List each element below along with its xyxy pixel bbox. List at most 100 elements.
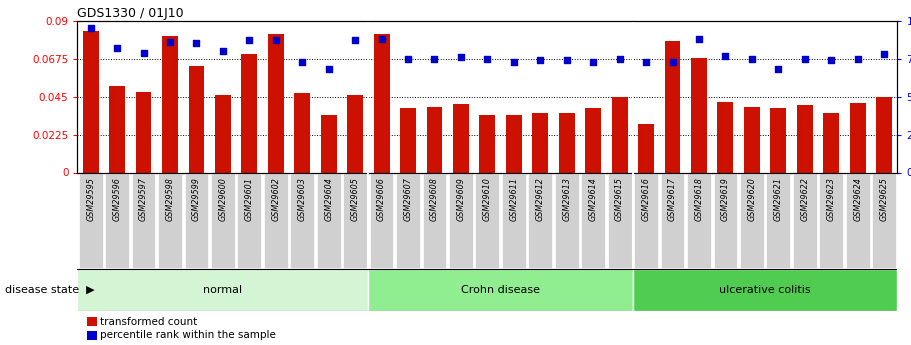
Point [84,26,98,31]
FancyBboxPatch shape [317,174,341,268]
Bar [771,108,786,172]
Bar [374,34,390,172]
Text: GSM29616: GSM29616 [641,177,650,221]
Bar [347,95,363,172]
FancyBboxPatch shape [449,174,473,268]
Text: GSM29611: GSM29611 [509,177,518,221]
Text: GSM29621: GSM29621 [773,177,783,221]
FancyBboxPatch shape [238,174,261,268]
Point [850,56,865,61]
Point [269,38,283,43]
Bar [691,58,707,172]
Text: disease state  ▶: disease state ▶ [5,285,94,295]
Bar [453,104,469,172]
Text: GSM29603: GSM29603 [298,177,307,221]
Bar [532,114,548,172]
Point [348,38,363,43]
Text: GSM29619: GSM29619 [721,177,730,221]
FancyBboxPatch shape [132,174,156,268]
Bar [162,36,178,172]
Bar [400,108,416,172]
FancyBboxPatch shape [660,174,684,268]
FancyBboxPatch shape [845,174,870,268]
Text: GSM29617: GSM29617 [668,177,677,221]
Text: ulcerative colitis: ulcerative colitis [720,285,811,295]
Bar [585,108,601,172]
Bar [189,66,204,172]
Point [189,41,204,46]
Point [401,56,415,61]
Point [691,36,706,42]
FancyBboxPatch shape [343,174,367,268]
FancyBboxPatch shape [872,174,896,268]
FancyBboxPatch shape [766,174,790,268]
Bar [506,115,522,172]
FancyBboxPatch shape [159,174,182,268]
FancyBboxPatch shape [633,269,897,310]
Text: percentile rank within the sample: percentile rank within the sample [100,331,276,340]
Bar [744,107,760,172]
FancyBboxPatch shape [819,174,843,268]
FancyBboxPatch shape [634,174,658,268]
Point [586,59,600,65]
Text: GSM29604: GSM29604 [324,177,333,221]
Point [824,57,838,63]
Bar [718,102,733,172]
Text: GSM29613: GSM29613 [562,177,571,221]
Text: GSM29599: GSM29599 [192,177,201,221]
Bar [479,115,496,172]
Text: GSM29605: GSM29605 [351,177,360,221]
Text: GSM29624: GSM29624 [854,177,862,221]
Bar [665,41,681,172]
Point [137,50,151,55]
Point [507,59,521,65]
Point [163,39,178,45]
Point [295,59,310,65]
FancyBboxPatch shape [291,174,314,268]
Point [454,55,468,60]
FancyBboxPatch shape [211,174,235,268]
Text: GSM29597: GSM29597 [139,177,148,221]
Bar [876,97,892,172]
Bar [850,102,865,172]
Text: Crohn disease: Crohn disease [461,285,540,295]
Text: GSM29620: GSM29620 [747,177,756,221]
Point [216,48,230,54]
FancyBboxPatch shape [77,269,368,310]
Text: normal: normal [203,285,242,295]
Text: GSM29598: GSM29598 [166,177,175,221]
Point [876,51,891,57]
Point [110,45,125,51]
Text: GSM29601: GSM29601 [245,177,254,221]
Text: GSM29600: GSM29600 [219,177,228,221]
Point [665,59,680,65]
FancyBboxPatch shape [423,174,446,268]
FancyBboxPatch shape [105,174,129,268]
Point [612,56,627,61]
Point [374,36,389,42]
Point [480,56,495,61]
Text: GSM29623: GSM29623 [826,177,835,221]
Point [639,59,653,65]
FancyBboxPatch shape [793,174,816,268]
Bar [268,34,283,172]
Text: GSM29618: GSM29618 [694,177,703,221]
FancyBboxPatch shape [502,174,526,268]
Text: GSM29596: GSM29596 [113,177,121,221]
FancyBboxPatch shape [687,174,711,268]
Bar [294,93,310,172]
Bar [797,105,813,172]
Text: GSM29610: GSM29610 [483,177,492,221]
Point [322,67,336,72]
FancyBboxPatch shape [368,269,633,310]
Text: GSM29609: GSM29609 [456,177,466,221]
Text: GSM29625: GSM29625 [880,177,888,221]
FancyBboxPatch shape [264,174,288,268]
Text: GDS1330 / 01J10: GDS1330 / 01J10 [77,7,184,20]
Bar [109,87,125,172]
FancyBboxPatch shape [581,174,605,268]
Text: GSM29615: GSM29615 [615,177,624,221]
FancyBboxPatch shape [740,174,763,268]
Bar [321,115,337,172]
Bar [83,31,98,172]
